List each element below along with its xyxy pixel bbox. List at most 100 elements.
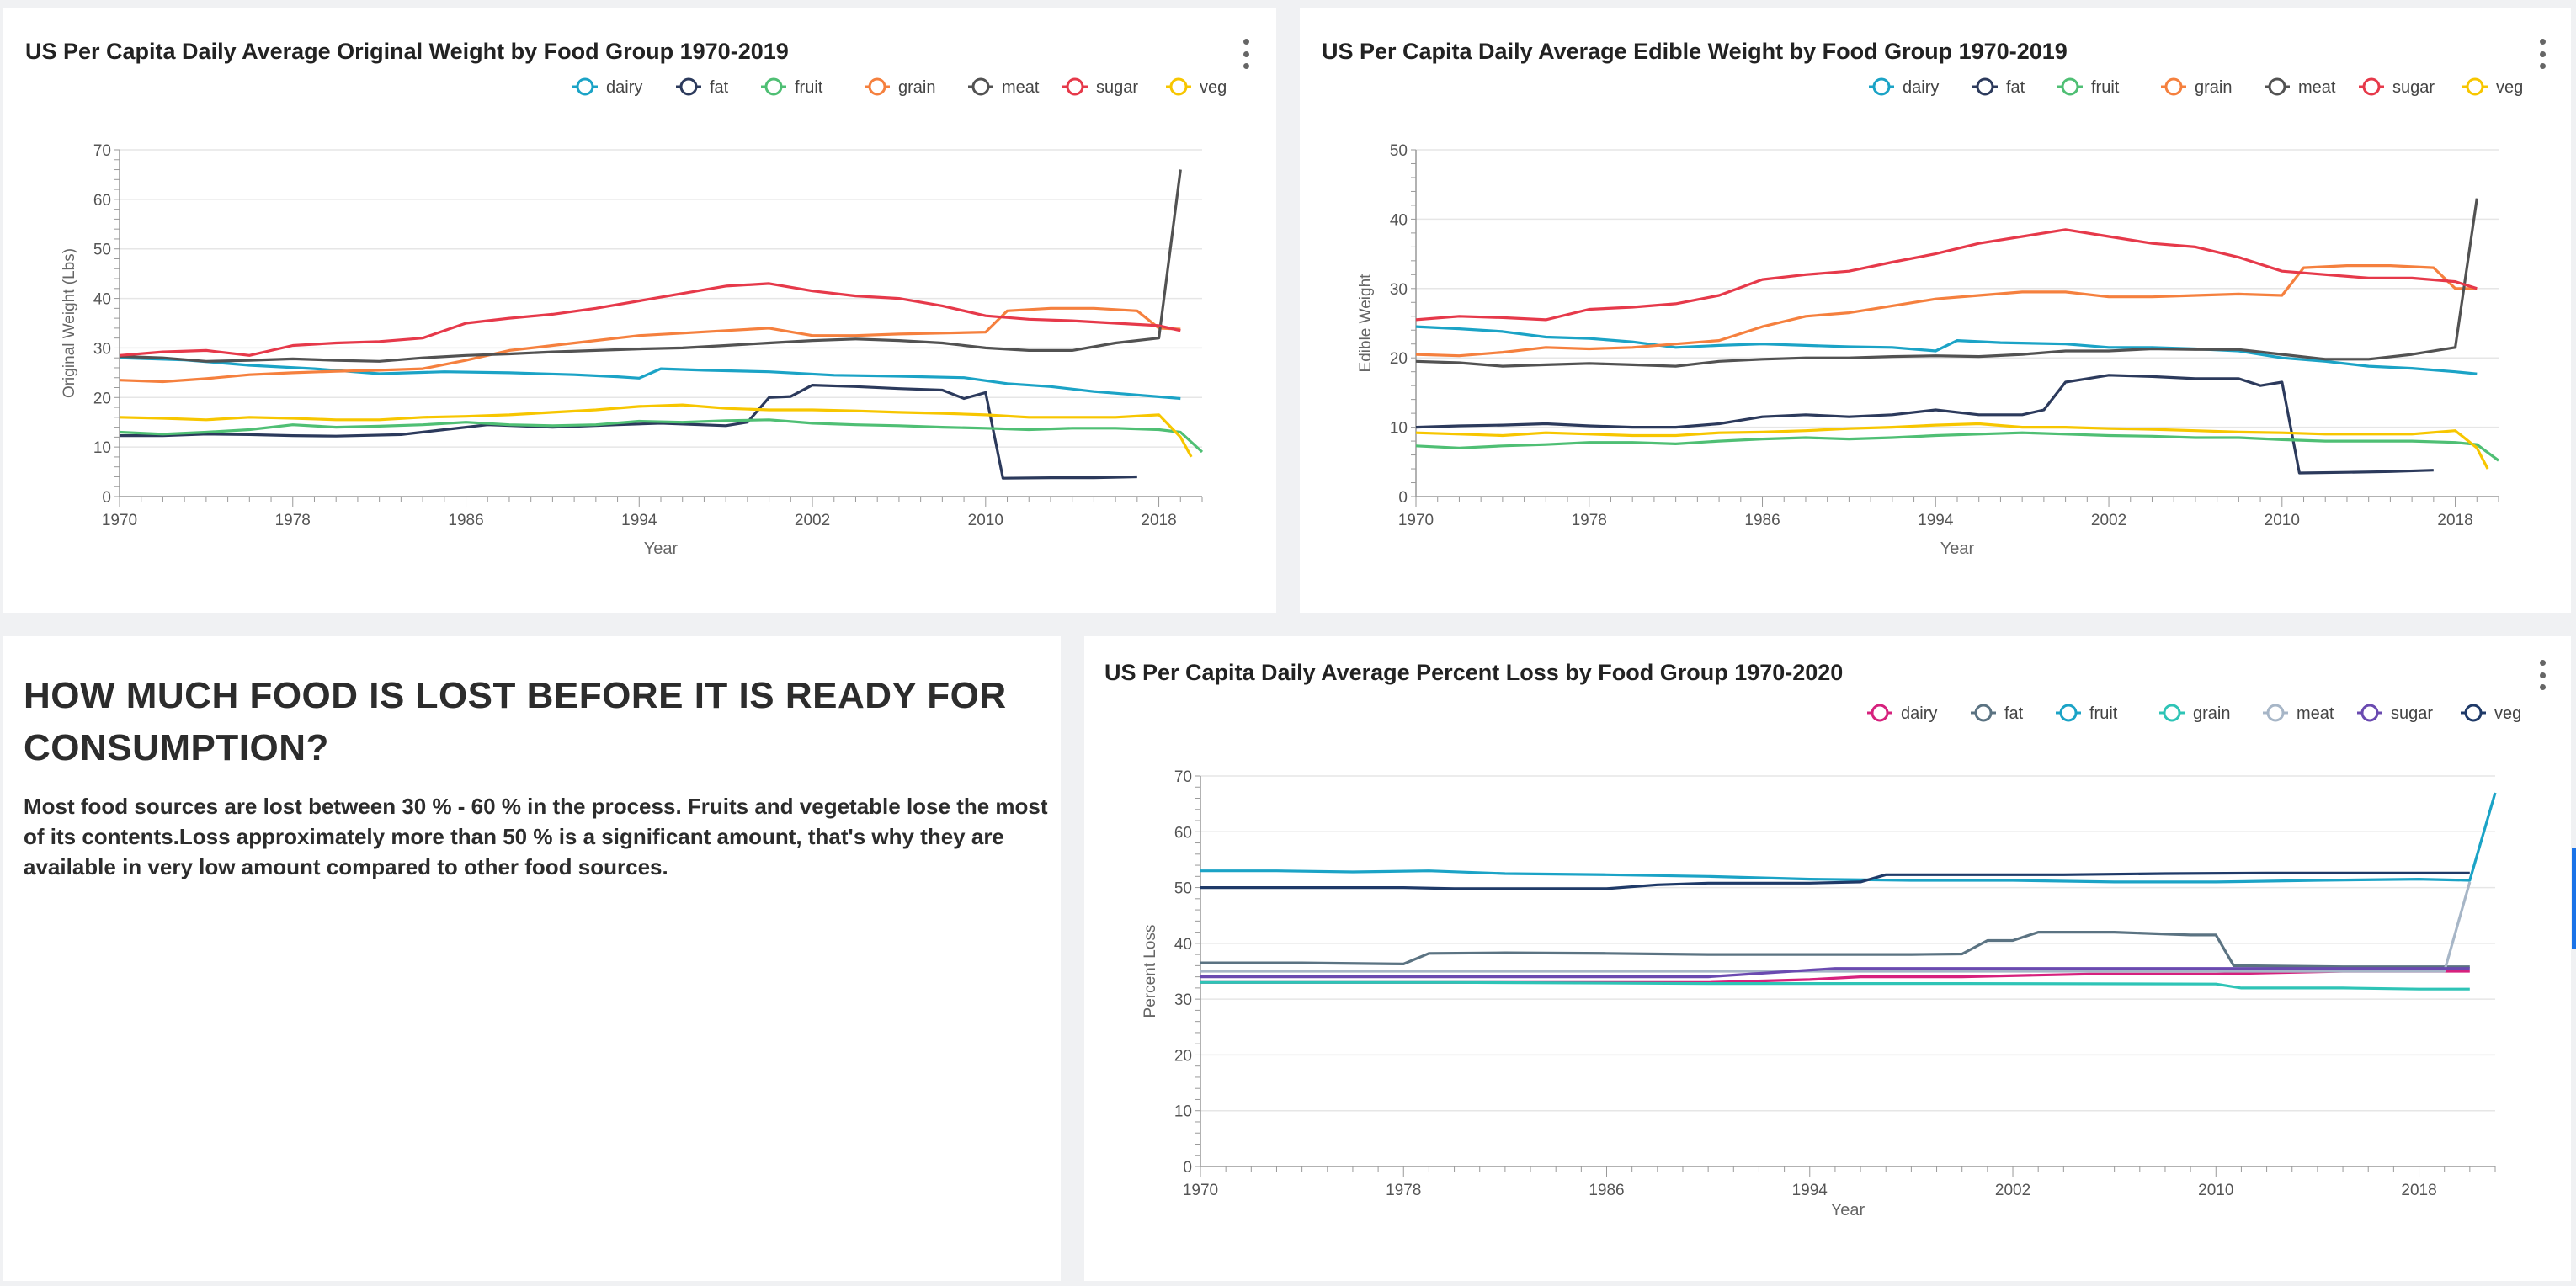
legend-item-dairy[interactable]: dairy	[572, 77, 642, 97]
legend-marker	[1976, 77, 1994, 96]
text-panel	[3, 636, 1061, 1281]
legend-marker	[1974, 704, 1993, 722]
legend-label: grain	[898, 78, 935, 97]
y-tick-label: 60	[93, 192, 111, 210]
y-tick-label: 40	[1174, 936, 1192, 954]
legend-marker	[1871, 704, 1889, 722]
legend-item-fat[interactable]: fat	[1971, 704, 2024, 723]
legend-item-veg[interactable]: veg	[1166, 77, 1227, 97]
legend-marker	[2266, 704, 2285, 722]
legend-label: dairy	[606, 78, 642, 97]
more-options-icon[interactable]	[1237, 39, 1254, 69]
x-axis-label: Year	[1831, 1201, 1865, 1220]
legend-marker	[2059, 704, 2078, 722]
legend-marker	[2163, 704, 2181, 722]
series-line-fruit	[1200, 792, 2497, 884]
y-tick-label: 50	[1174, 880, 1192, 898]
y-tick-label: 10	[1174, 1103, 1192, 1121]
series-line-meat	[1200, 881, 2472, 973]
y-tick-label: 10	[1390, 420, 1408, 438]
legend-marker	[2360, 704, 2379, 722]
legend-label: fruit	[795, 78, 823, 97]
series-line-sugar	[1200, 967, 2470, 979]
legend-marker	[576, 77, 594, 96]
series-line-sugar	[119, 282, 1181, 357]
legend-item-meat[interactable]: meat	[2263, 704, 2334, 723]
legend-item-veg[interactable]: veg	[2462, 77, 2523, 97]
x-axis-label: Year	[644, 539, 679, 558]
y-tick-label: 0	[102, 489, 111, 507]
x-tick-label: 2010	[968, 512, 1003, 529]
legend-label: fruit	[2091, 78, 2120, 97]
series-line-dairy	[119, 356, 1181, 401]
y-tick-label: 30	[1390, 281, 1408, 299]
line-chart-original-weight: 0 10 20 30 40 50 60 70 1970 1978 1986 1994 2002 2010 2…	[61, 77, 1227, 558]
legend-item-meat[interactable]: meat	[968, 77, 1040, 97]
legend-label: veg	[1200, 78, 1227, 97]
x-tick-label: 1978	[1386, 1182, 1421, 1199]
legend-label: fat	[710, 78, 729, 97]
series-line-fruit	[119, 418, 1204, 454]
legend-item-fat[interactable]: fat	[676, 77, 729, 97]
series-line-fat	[1200, 931, 2470, 969]
legend-label: fat	[2004, 704, 2024, 723]
x-tick-label: 1978	[1572, 512, 1607, 529]
legend-item-fruit[interactable]: fruit	[2056, 704, 2118, 723]
series-line-veg	[119, 403, 1193, 458]
legend-marker	[1066, 77, 1084, 96]
more-options-icon[interactable]	[2534, 39, 2551, 69]
x-tick-label: 1970	[1398, 512, 1434, 529]
text-panel-heading: HOW MUCH FOOD IS LOST BEFORE IT IS READY…	[24, 675, 1007, 768]
chart-title: US Per Capita Daily Average Edible Weigh…	[1322, 39, 2068, 64]
y-tick-label: 0	[1183, 1159, 1192, 1177]
x-tick-label: 1986	[1744, 512, 1780, 529]
legend-item-sugar[interactable]: sugar	[2357, 704, 2433, 723]
series-line-fat	[1415, 374, 2434, 475]
series-line-sugar	[1415, 228, 2478, 322]
legend-item-grain[interactable]: grain	[2161, 77, 2232, 97]
series-line-grain	[1415, 264, 2478, 358]
series-line-meat	[1415, 198, 2478, 368]
more-options-icon[interactable]	[2534, 660, 2551, 690]
legend-item-dairy[interactable]: dairy	[1869, 77, 1939, 97]
y-axis-label: Edible Weight	[1357, 274, 1375, 373]
legend-item-sugar[interactable]: sugar	[1062, 77, 1138, 97]
legend-item-fat[interactable]: fat	[1972, 77, 2025, 97]
x-tick-label: 2010	[2198, 1182, 2233, 1199]
legend-item-grain[interactable]: grain	[2159, 704, 2230, 723]
legend-marker	[1169, 77, 1188, 96]
legend-label: grain	[2195, 78, 2232, 97]
x-tick-label: 2002	[795, 512, 830, 529]
y-tick-label: 50	[93, 242, 111, 259]
legend-marker	[2164, 77, 2183, 96]
legend-item-fruit[interactable]: fruit	[2057, 77, 2120, 97]
legend-label: fat	[2006, 78, 2025, 97]
series-line-fruit	[1415, 431, 2499, 462]
series-line-veg	[1200, 871, 2470, 890]
chart-panel-edible-weight: US Per Capita Daily Average Edible Weigh…	[1300, 8, 2571, 613]
legend-item-fruit[interactable]: fruit	[761, 77, 823, 97]
legend-label: meat	[2297, 704, 2334, 723]
x-tick-label: 1986	[1589, 1182, 1624, 1199]
y-tick-label: 10	[93, 439, 111, 457]
legend-item-veg[interactable]: veg	[2461, 704, 2521, 723]
y-tick-label: 30	[1174, 991, 1192, 1009]
scrollbar-indicator[interactable]	[2572, 848, 2576, 949]
legend-label: veg	[2496, 78, 2523, 97]
x-tick-label: 1994	[1918, 512, 1954, 529]
y-tick-label: 40	[93, 291, 111, 309]
y-tick-label: 60	[1174, 824, 1192, 842]
legend-item-grain[interactable]: grain	[865, 77, 935, 97]
x-tick-label: 2018	[2437, 512, 2472, 529]
legend-item-meat[interactable]: meat	[2265, 77, 2336, 97]
legend-marker	[2362, 77, 2381, 96]
legend-label: sugar	[1096, 78, 1138, 97]
legend-item-sugar[interactable]: sugar	[2359, 77, 2435, 97]
legend-item-dairy[interactable]: dairy	[1867, 704, 1937, 723]
legend-label: sugar	[2392, 78, 2435, 97]
y-tick-label: 70	[93, 142, 111, 160]
y-axis-label: Original Weight (Lbs)	[61, 248, 78, 398]
y-tick-label: 50	[1390, 142, 1408, 160]
series-line-veg	[1415, 422, 2489, 470]
line-chart-edible-weight: 0 10 20 30 40 50 1970 1978 1986 1994 2002 2010 2018 Y…	[1357, 77, 2523, 558]
